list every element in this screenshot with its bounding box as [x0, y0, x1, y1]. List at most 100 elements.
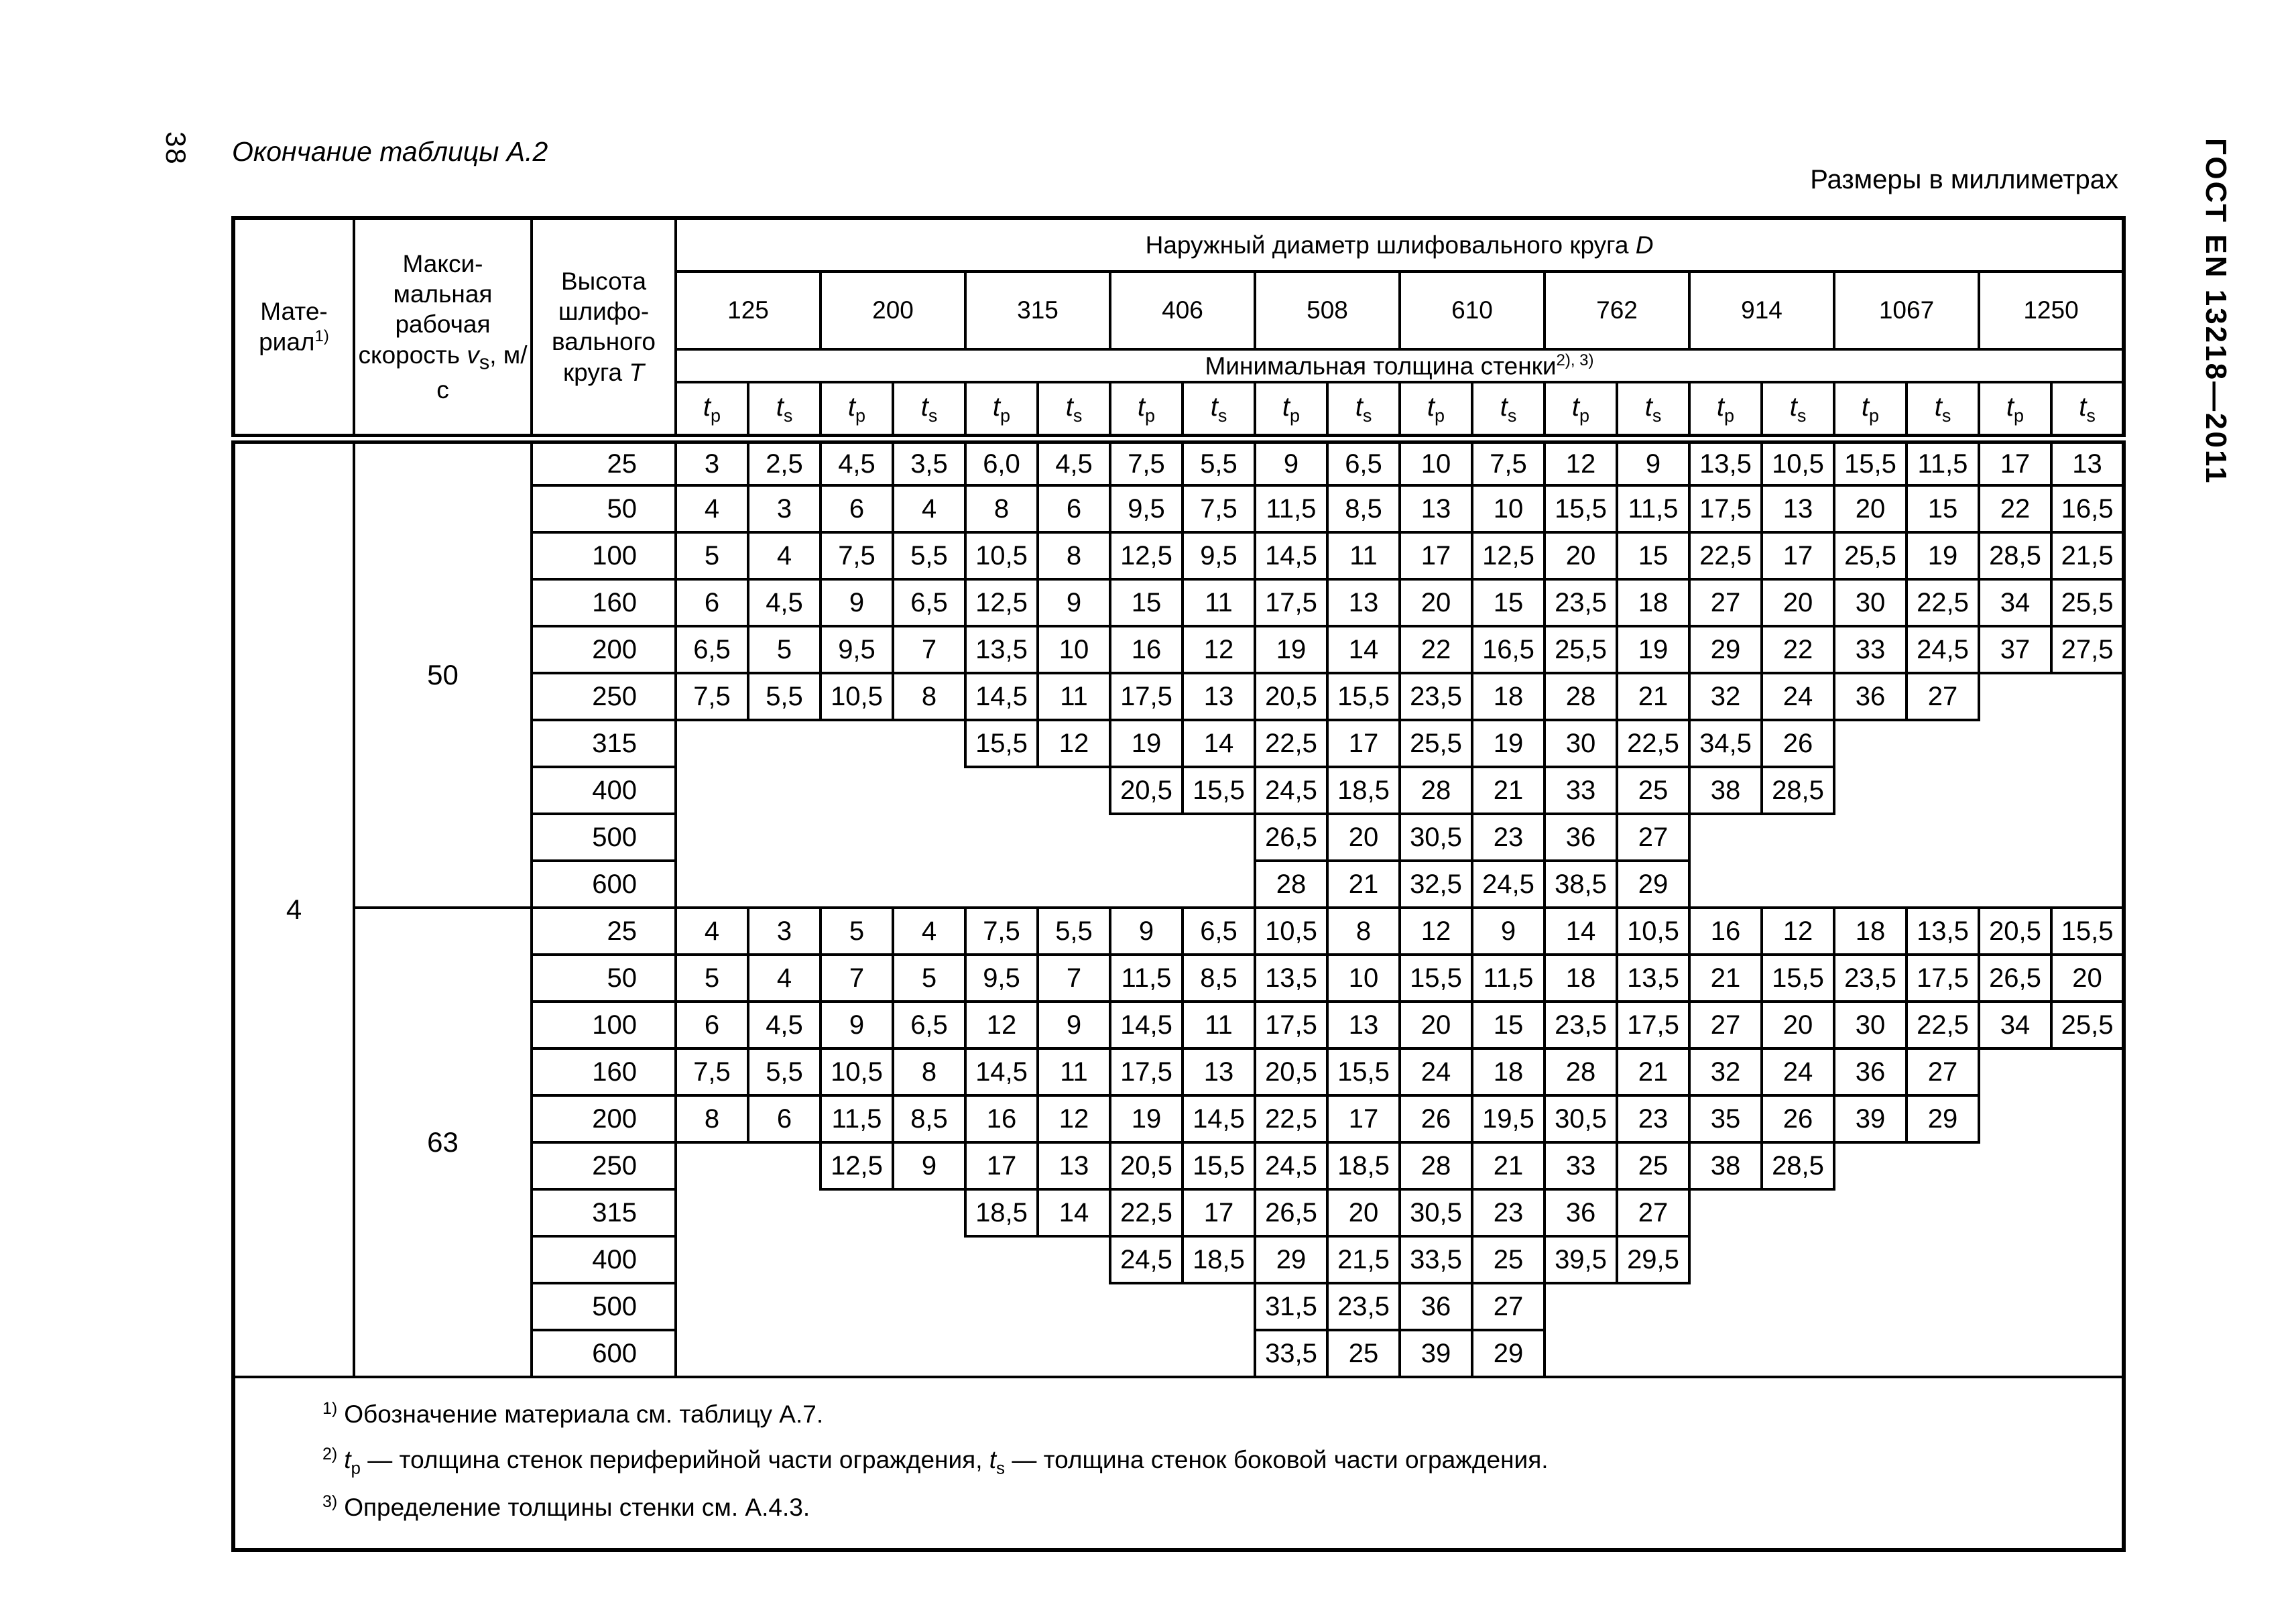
value-cell: 31,5: [1254, 1282, 1329, 1332]
value-cell: 13,5: [964, 625, 1039, 675]
height-header-text: Высота шлифо- вального круга: [552, 267, 656, 386]
value-cell: 28,5: [1978, 531, 2053, 581]
diameter-header-cell: 315: [964, 270, 1111, 351]
value-cell: 17: [1978, 437, 2053, 487]
value-cell: 9,5: [1181, 531, 1256, 581]
value-cell: 19: [1109, 719, 1184, 769]
value-cell: 2,5: [747, 437, 822, 487]
value-cell: 17: [1398, 531, 1473, 581]
value-cell: 34: [1978, 578, 2053, 628]
empty-region: [1689, 861, 2124, 908]
value-cell: 35: [1688, 1094, 1763, 1144]
diameter-title-text: Наружный диаметр шлифовального круга: [1145, 231, 1629, 259]
diameter-header-cell: 125: [674, 270, 822, 351]
value-cell: 25: [1471, 1235, 1546, 1285]
footnote-3-sup: 3): [322, 1492, 338, 1512]
height-cell: 250: [530, 672, 677, 722]
value-cell: 21: [1616, 1047, 1691, 1097]
height-cell: 160: [530, 578, 677, 628]
value-cell: 4: [892, 906, 967, 957]
value-cell: 7: [819, 953, 894, 1004]
table-header: Мате- риал1) Макси-мальная рабочая скоро…: [232, 216, 2126, 444]
table-wrapper: Мате- риал1) Макси-мальная рабочая скоро…: [231, 216, 2126, 1552]
value-cell: 13,5: [1688, 437, 1763, 487]
height-cell: 400: [530, 1235, 677, 1285]
value-cell: 22,5: [1688, 531, 1763, 581]
empty-region: [1979, 673, 2124, 720]
value-cell: 4: [747, 953, 822, 1004]
height-cell: 315: [530, 1188, 677, 1238]
value-cell: 20: [1760, 578, 1835, 628]
standard-code: ГОСТ EN 13218—2011: [2199, 138, 2232, 485]
empty-region: [676, 1236, 1110, 1283]
value-cell: 21: [1688, 953, 1763, 1004]
value-cell: 12: [1760, 906, 1835, 957]
value-cell: 36: [1833, 672, 1908, 722]
value-cell: 8: [674, 1094, 749, 1144]
value-cell: 25: [1326, 1329, 1401, 1379]
footnote-1-sup: 1): [322, 1399, 338, 1419]
height-cell: 400: [530, 766, 677, 816]
value-cell: 4,5: [747, 1000, 822, 1050]
value-cell: 26: [1760, 719, 1835, 769]
value-cell: 25,5: [1543, 625, 1618, 675]
height-cell: 25: [530, 437, 677, 487]
value-cell: 17,5: [1254, 578, 1329, 628]
tp-header-cell: tp: [1833, 381, 1908, 444]
value-cell: 16,5: [2049, 484, 2126, 534]
value-cell: 19: [1905, 531, 1980, 581]
value-cell: 11,5: [1905, 437, 1980, 487]
value-cell: 9,5: [819, 625, 894, 675]
value-cell: 12: [964, 1000, 1039, 1050]
height-column-header: Высота шлифо- вального круга T: [530, 216, 677, 444]
ts-header-cell: ts: [1181, 381, 1256, 444]
table-row: 400 20,5 15,5 24,5 18,5 28 21 33 25 38 28,5: [233, 766, 2124, 816]
value-cell: 7: [1036, 953, 1111, 1004]
ts-header-cell: ts: [747, 381, 822, 444]
value-cell: 39: [1833, 1094, 1908, 1144]
value-cell: 20: [1543, 531, 1618, 581]
table-row: 200 8 6 11,5 8,5 16 12 19 14,5 22,5 17 26 19,5 30,5 23…: [233, 1094, 2124, 1144]
value-cell: 18: [1471, 672, 1546, 722]
data-table: Мате- риал1) Макси-мальная рабочая скоро…: [231, 216, 2126, 1552]
value-cell: 8: [892, 1047, 967, 1097]
value-cell: 27: [1616, 813, 1691, 863]
value-cell: 9: [819, 1000, 894, 1050]
units-note: Размеры в миллиметрах: [1810, 165, 2118, 194]
value-cell: 14: [1036, 1188, 1111, 1238]
value-cell: 24,5: [1254, 766, 1329, 816]
value-cell: 29: [1254, 1235, 1329, 1285]
value-cell: 19: [1109, 1094, 1184, 1144]
tp-header-cell: tp: [674, 381, 749, 444]
value-cell: 18: [1543, 953, 1618, 1004]
value-cell: 19: [1254, 625, 1329, 675]
value-cell: 3: [674, 437, 749, 487]
speed-var: v: [467, 341, 479, 369]
value-cell: 21: [1471, 1141, 1546, 1191]
value-cell: 22,5: [1254, 1094, 1329, 1144]
value-cell: 6: [674, 1000, 749, 1050]
value-cell: 23: [1616, 1094, 1691, 1144]
value-cell: 10,5: [819, 1047, 894, 1097]
value-cell: 25: [1616, 766, 1691, 816]
value-cell: 25,5: [2049, 578, 2126, 628]
value-cell: 26: [1398, 1094, 1473, 1144]
height-var: T: [629, 358, 644, 386]
value-cell: 9,5: [1109, 484, 1184, 534]
value-cell: 33: [1833, 625, 1908, 675]
table-row: 50 5 4 7 5 9,5 7 11,5 8,5 13,5 10 15,5 11,5 18 13,5 21 1…: [233, 953, 2126, 1004]
value-cell: 4: [674, 484, 749, 534]
value-cell: 20: [1326, 1188, 1401, 1238]
ts-header-cell: ts: [1905, 381, 1980, 444]
table-row: 400 24,5 18,5 29 21,5 33,5 25 39,5 29,5: [233, 1235, 2124, 1285]
empty-region: [1834, 1142, 2124, 1189]
value-cell: 12: [1543, 437, 1618, 487]
header-row-top: Мате- риал1) Макси-мальная рабочая скоро…: [232, 216, 2126, 444]
value-cell: 22,5: [1905, 1000, 1980, 1050]
value-cell: 10: [1398, 437, 1473, 487]
value-cell: 8: [1326, 906, 1401, 957]
value-cell: 20,5: [1254, 672, 1329, 722]
value-cell: 14: [1543, 906, 1618, 957]
value-cell: 3: [747, 906, 822, 957]
empty-region: [676, 720, 965, 767]
